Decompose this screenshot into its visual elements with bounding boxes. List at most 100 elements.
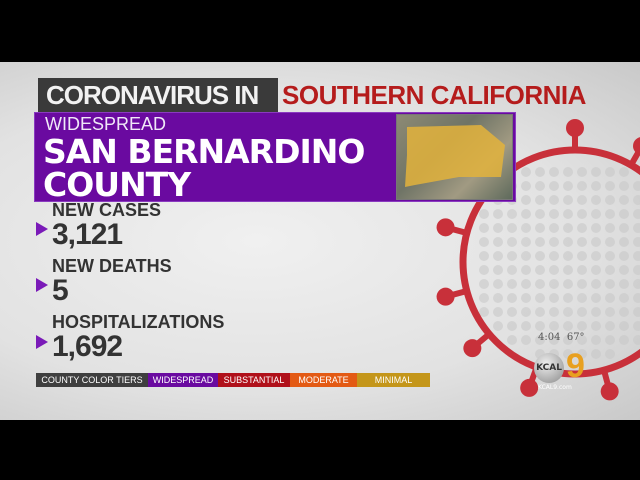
texture-dot [549,195,559,205]
texture-dot [563,293,573,303]
texture-dot [563,195,573,205]
texture-dot [577,251,587,261]
texture-dot [521,307,531,317]
texture-dot [605,349,615,359]
texture-dot [521,223,531,233]
texture-dot [591,237,601,247]
texture-dot [549,209,559,219]
texture-dot [521,293,531,303]
texture-dot [563,223,573,233]
texture-dot [535,265,545,275]
texture-dot [549,307,559,317]
texture-dot [521,195,531,205]
texture-dot [619,223,629,233]
texture-dot [479,251,489,261]
texture-dot [591,279,601,289]
texture-dot [619,279,629,289]
texture-dot [549,321,559,331]
texture-dot [633,279,640,289]
texture-dot [535,251,545,261]
texture-dot [507,223,517,233]
texture-dot [577,349,587,359]
texture-dot [605,223,615,233]
kcal-logo-text: KCAL [534,353,564,383]
texture-dot [619,265,629,275]
texture-dot [549,237,559,247]
news-graphic: CORONAVIRUS IN SOUTHERN CALIFORNIA WIDES… [0,62,640,420]
virus-spike-head [633,137,640,155]
texture-dot [493,321,503,331]
texture-dot [507,321,517,331]
virus-spike [628,144,640,167]
texture-dot [619,293,629,303]
texture-dot [535,223,545,233]
texture-dot [493,251,503,261]
texture-dot [633,265,640,275]
texture-dot [549,279,559,289]
texture-dot [605,167,615,177]
texture-dot [535,321,545,331]
texture-dot [591,223,601,233]
texture-dot [507,265,517,275]
texture-dot [633,335,640,345]
legend-widespread: WIDESPREAD [148,373,218,387]
texture-dot [493,307,503,317]
texture-dot [619,195,629,205]
texture-dot [633,195,640,205]
texture-dot [563,265,573,275]
virus-spike-head [566,119,584,137]
station-logo: KCAL 9 KCAL9.com [534,347,598,391]
texture-dot [549,223,559,233]
texture-dot [563,279,573,289]
texture-dot [591,209,601,219]
texture-dot [633,307,640,317]
texture-dot [521,265,531,275]
texture-dot [591,167,601,177]
virus-illustration [436,119,640,401]
texture-dot [535,279,545,289]
texture-dot [479,279,489,289]
arrow-icon [36,335,48,349]
texture-dot [591,181,601,191]
arrow-icon [36,222,48,236]
texture-dot [577,167,587,177]
texture-dot [493,265,503,275]
texture-dot [507,237,517,247]
texture-dot [535,293,545,303]
texture-dot [577,195,587,205]
texture-dot [493,237,503,247]
texture-dot [633,237,640,247]
texture-dot [591,195,601,205]
texture-dot [493,209,503,219]
tier-label: WIDESPREAD [45,114,167,134]
texture-dot [521,251,531,261]
texture-dot [479,293,489,303]
texture-dot [479,265,489,275]
texture-dot [619,307,629,317]
texture-dot [591,307,601,317]
texture-dot [605,251,615,261]
texture-dot [507,307,517,317]
texture-dot [479,237,489,247]
texture-dot [563,181,573,191]
texture-dot [577,209,587,219]
texture-dot [521,335,531,345]
texture-dot [521,237,531,247]
texture-dot [577,181,587,191]
texture-dot [619,209,629,219]
texture-dot [605,335,615,345]
texture-dot [577,279,587,289]
texture-dot [605,181,615,191]
texture-dot [507,335,517,345]
texture-dot [619,237,629,247]
texture-dot [493,223,503,233]
texture-dot [563,321,573,331]
texture-dot [549,167,559,177]
texture-dot [535,335,545,345]
texture-dot [605,265,615,275]
texture-dot [479,307,489,317]
texture-dot [577,321,587,331]
texture-dot [619,335,629,345]
texture-dot [479,209,489,219]
texture-dot [563,251,573,261]
